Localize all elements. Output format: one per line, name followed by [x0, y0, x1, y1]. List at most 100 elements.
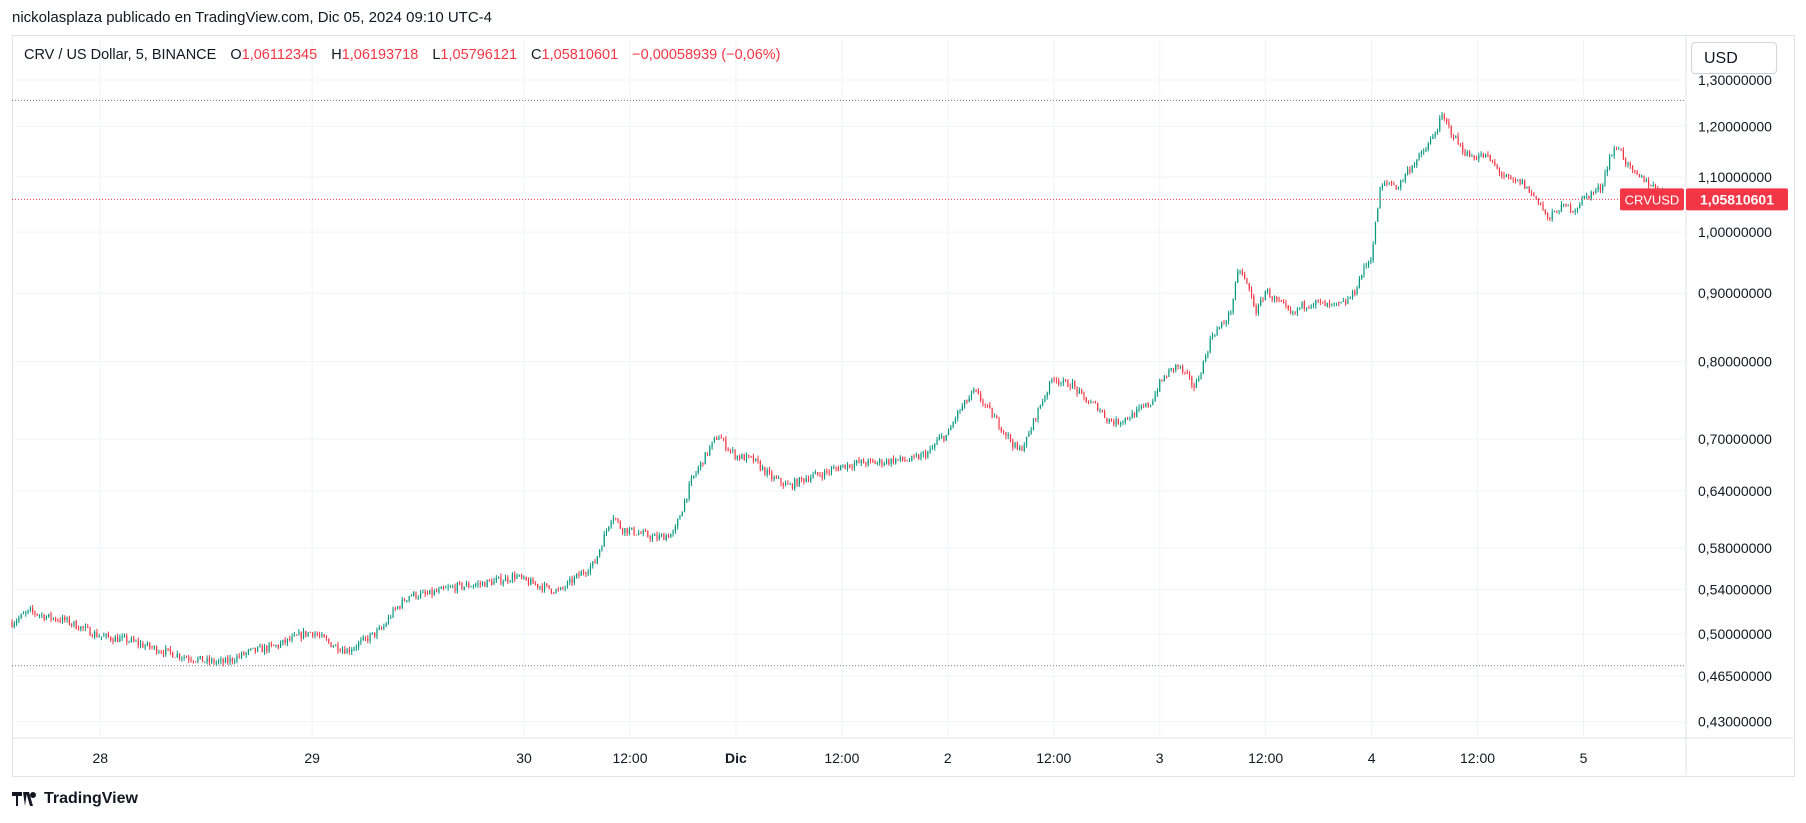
candle-body [1163, 376, 1165, 381]
candle-body [1411, 166, 1413, 172]
candle-body [532, 578, 534, 584]
candle-body [259, 646, 261, 647]
candle-body [706, 452, 709, 455]
candle-body [335, 644, 337, 647]
candle-body [729, 450, 732, 451]
candle-body [814, 472, 816, 475]
candle-body [1418, 154, 1420, 160]
y-tick-label: 0,43000000 [1698, 714, 1772, 730]
candle-body [424, 591, 426, 594]
candle-body [1303, 302, 1305, 309]
candle-body [582, 571, 585, 574]
candles-group [11, 111, 1673, 667]
candle-body [296, 634, 298, 636]
candle-body [1172, 368, 1175, 371]
candle-body [394, 608, 396, 610]
candle-body [43, 614, 45, 620]
symbol-title[interactable]: CRV / US Dollar, 5, BINANCE [24, 47, 217, 63]
candle-body [1104, 411, 1106, 418]
candle-body [1423, 151, 1425, 153]
symbol-price-tag-label: CRVUSD [1625, 192, 1680, 207]
candle-body [257, 646, 259, 652]
tradingview-logo[interactable]: TradingView [12, 790, 138, 808]
candle-body [739, 455, 741, 459]
candle-body [1081, 390, 1083, 393]
candle-body [1136, 408, 1138, 417]
candle-body [229, 658, 231, 663]
currency-button[interactable]: USD [1691, 42, 1777, 74]
candle-body [906, 460, 908, 462]
candle-body [507, 577, 509, 582]
candle-body [1000, 428, 1002, 432]
candle-body [725, 438, 727, 450]
candle-body [1402, 180, 1404, 181]
candle-body [661, 534, 663, 536]
candle-body [1260, 299, 1262, 306]
y-tick-label: 0,50000000 [1698, 626, 1772, 642]
candle-body [1211, 335, 1214, 339]
candle-body [750, 456, 752, 457]
candle-body [665, 535, 667, 541]
candle-body [741, 454, 743, 459]
candle-body [612, 518, 614, 522]
candle-body [25, 612, 27, 614]
candle-body [36, 614, 38, 616]
candle-body [608, 526, 610, 531]
candle-body [341, 649, 344, 652]
candle-body [330, 642, 332, 648]
candle-body [436, 590, 438, 592]
candle-body [1510, 176, 1512, 180]
candle-body [1641, 175, 1643, 178]
candle-body [495, 578, 497, 581]
candle-body [1250, 289, 1253, 296]
low-label: L [432, 47, 441, 63]
symbol-price-tag [1620, 188, 1684, 211]
candle-body [743, 454, 745, 461]
candle-body [1439, 118, 1441, 131]
candle-body [1159, 379, 1161, 392]
candle-body [15, 621, 18, 624]
y-tick-label: 0,54000000 [1698, 581, 1772, 597]
candle-body [252, 647, 254, 649]
candle-body [658, 535, 660, 540]
candle-body [1234, 282, 1237, 300]
candle-body [1462, 144, 1464, 153]
candle-body [1064, 380, 1067, 381]
y-tick-label: 0,64000000 [1698, 483, 1772, 499]
candle-body [1108, 418, 1110, 422]
candle-body [1485, 153, 1487, 158]
candle-body [1074, 382, 1076, 387]
candle-body [406, 600, 408, 602]
change-value: −0,00058939 (−0,06%) [632, 47, 781, 63]
candle-body [417, 597, 419, 598]
candle-body [77, 628, 80, 630]
candle-body [1618, 148, 1620, 150]
candle-body [638, 533, 640, 535]
candle-body [1347, 298, 1349, 304]
candle-body [1374, 221, 1377, 245]
candle-body [98, 636, 100, 638]
candle-body [1390, 182, 1393, 185]
candle-body [860, 459, 862, 463]
candle-body [1324, 301, 1326, 307]
candle-body [1292, 312, 1294, 314]
candle-body [1202, 361, 1204, 374]
candle-body [364, 637, 367, 638]
candle-body [1638, 174, 1641, 178]
candle-body [1519, 179, 1521, 185]
candle-body [1129, 418, 1131, 420]
candle-body [82, 626, 84, 628]
candle-body [1124, 417, 1126, 422]
candle-body [1620, 148, 1622, 150]
candle-body [358, 642, 360, 648]
last-price-tag[interactable] [1686, 188, 1788, 211]
candle-body [463, 586, 465, 589]
candle-body [869, 459, 872, 461]
candle-body [1090, 402, 1092, 404]
candle-body [573, 577, 575, 583]
candle-body [683, 500, 686, 512]
candle-body [1255, 306, 1257, 314]
candle-body [328, 639, 330, 643]
candle-body [1361, 275, 1363, 279]
